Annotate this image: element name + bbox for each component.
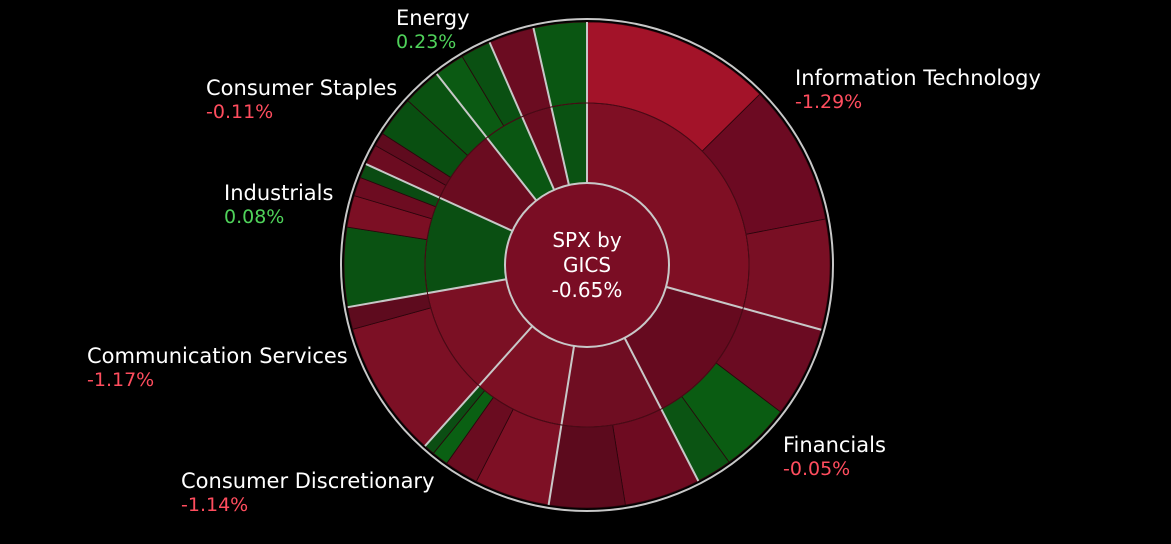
center-title-line2: GICS <box>562 253 612 277</box>
sector-change: -0.05% <box>783 458 851 481</box>
center-disc <box>504 182 670 348</box>
sector-name: Consumer Discretionary <box>181 469 435 493</box>
sector-change: -1.29% <box>795 91 863 114</box>
sector-change: 0.23% <box>396 31 457 54</box>
sector-name: Industrials <box>224 181 334 205</box>
label-communication-services[interactable]: Communication Services -1.17% <box>87 344 348 392</box>
sector-change: -1.14% <box>181 494 249 517</box>
chart-outer-border <box>340 18 834 512</box>
label-information-technology[interactable]: Information Technology -1.29% <box>795 66 1041 114</box>
sector-name: Consumer Staples <box>206 76 398 100</box>
center-title-line1: SPX by <box>552 228 622 252</box>
center-change: -0.65% <box>551 278 623 302</box>
label-energy[interactable]: Energy 0.23% <box>396 6 470 54</box>
label-consumer-discretionary[interactable]: Consumer Discretionary -1.14% <box>181 469 435 517</box>
sector-divider-6 <box>365 163 513 232</box>
sector-divider-3 <box>547 345 576 506</box>
sector-name: Communication Services <box>87 344 348 368</box>
label-financials[interactable]: Financials -0.05% <box>783 433 886 481</box>
sector-name: Financials <box>783 433 886 457</box>
sector-change: -1.17% <box>87 369 155 392</box>
sector-change: 0.08% <box>224 206 285 229</box>
sector-change: -0.11% <box>206 101 274 124</box>
sector-name: Information Technology <box>795 66 1041 90</box>
chart-center-label: SPX by GICS -0.65% <box>507 228 667 303</box>
inner-ring-boundary <box>424 102 750 428</box>
label-industrials[interactable]: Industrials 0.08% <box>224 181 333 229</box>
label-consumer-staples[interactable]: Consumer Staples -0.11% <box>206 76 397 124</box>
sector-name: Energy <box>396 6 470 30</box>
